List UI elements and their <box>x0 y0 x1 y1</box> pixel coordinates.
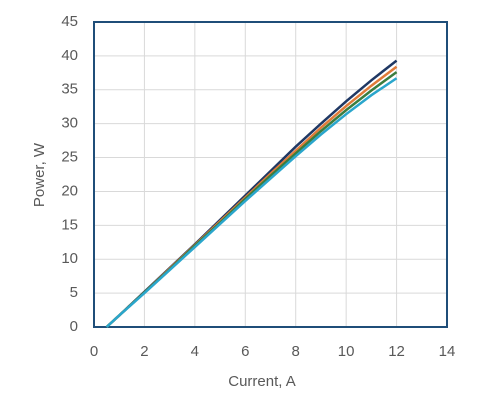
y-tick-label: 35 <box>61 81 78 98</box>
y-tick-label: 30 <box>61 115 78 132</box>
x-tick-label: 8 <box>292 343 300 360</box>
x-tick-label: 4 <box>191 343 199 360</box>
y-tick-label: 25 <box>61 149 78 166</box>
series-line <box>105 77 398 328</box>
x-tick-label: 6 <box>241 343 249 360</box>
y-tick-label: 45 <box>61 13 78 30</box>
x-tick-label: 10 <box>338 343 355 360</box>
x-tick-label: 2 <box>140 343 148 360</box>
x-tick-label: 14 <box>439 343 456 360</box>
y-tick-label: 10 <box>61 250 78 267</box>
y-tick-label: 15 <box>61 216 78 233</box>
x-axis-title: Current, A <box>228 373 296 390</box>
y-tick-label: 5 <box>70 284 78 301</box>
plot-border <box>93 21 448 328</box>
y-tick-label: 20 <box>61 182 78 199</box>
y-tick-label: 40 <box>61 47 78 64</box>
y-tick-label: 0 <box>70 318 78 335</box>
x-tick-label: 0 <box>90 343 98 360</box>
x-tick-label: 12 <box>388 343 405 360</box>
y-axis-title: Power, W <box>31 142 48 207</box>
